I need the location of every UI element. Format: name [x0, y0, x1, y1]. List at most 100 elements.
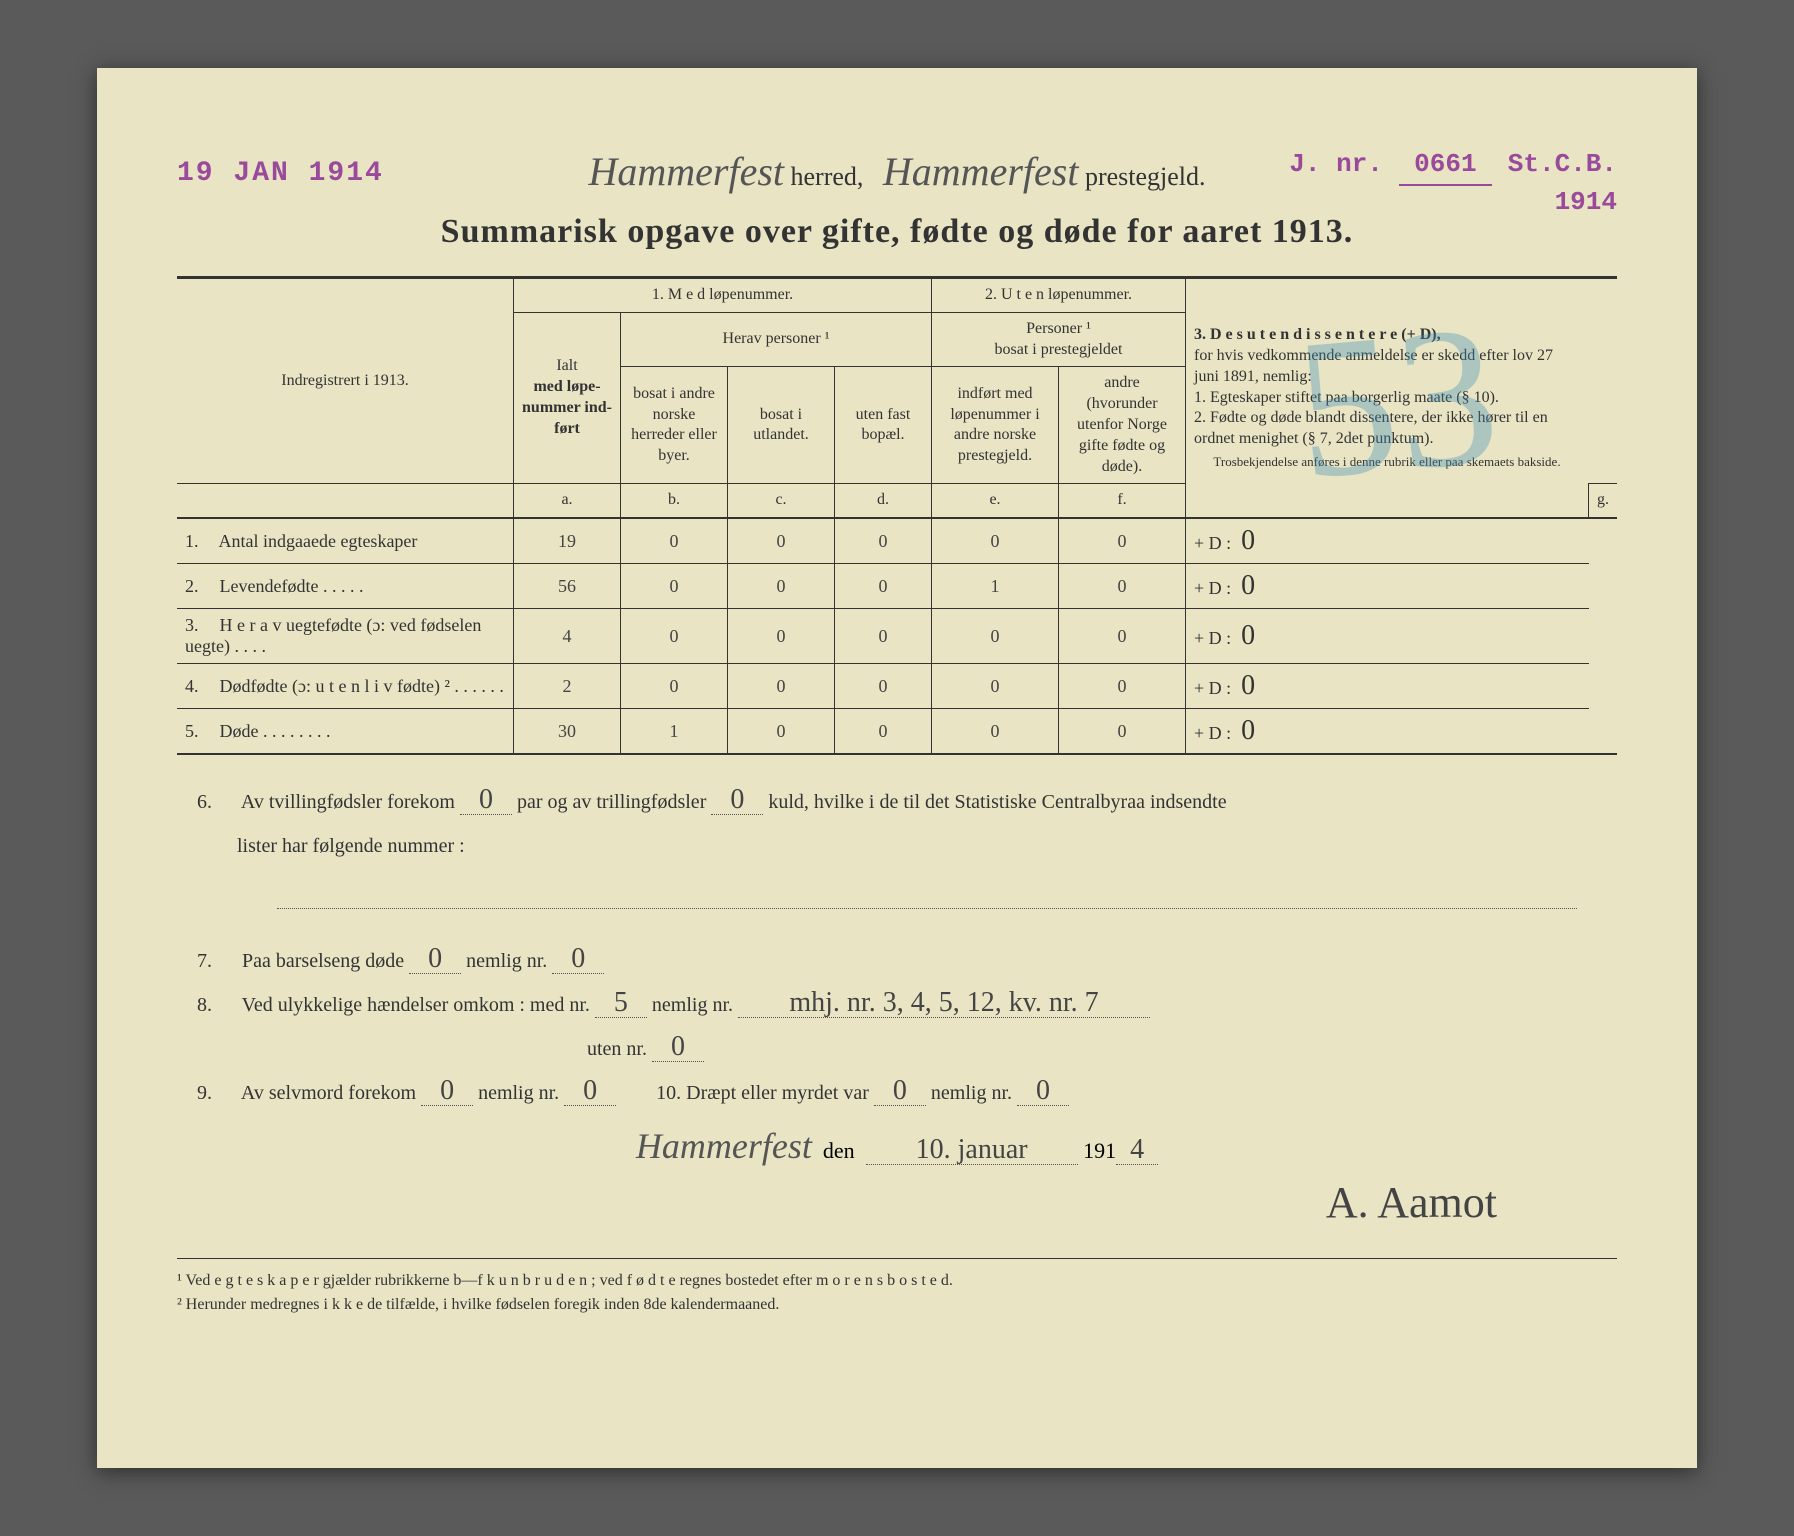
letter-e: e. [932, 484, 1059, 518]
sig-year-prefix: 191 [1083, 1138, 1116, 1163]
line-6: 6. Av tvillingfødsler forekom 0 par og a… [197, 780, 1597, 824]
jnr-prefix: J. nr. [1289, 149, 1383, 179]
col-c: bosat i utlandet. [728, 367, 835, 484]
row-label: 1. Antal indgaaede egteskaper [177, 518, 514, 564]
cell-a: 56 [514, 564, 621, 609]
cell-d: 0 [835, 664, 932, 709]
cell-g: + D :0 [1186, 609, 1589, 664]
section-6-10: 6. Av tvillingfødsler forekom 0 par og a… [177, 780, 1617, 1115]
letter-f: f. [1059, 484, 1186, 518]
col-indreg: Indregistrert i 1913. [177, 278, 514, 484]
line-7: 7. Paa barselseng døde 0 nemlig nr. 0 [197, 939, 1597, 983]
cell-c: 0 [728, 518, 835, 564]
col-f: andre (hvorunder utenfor Norge gifte fød… [1059, 367, 1186, 484]
footnotes: ¹ Ved e g t e s k a p e r gjælder rubrik… [177, 1258, 1617, 1317]
col-herav: Herav personer ¹ [621, 312, 932, 367]
l7b: nemlig nr. [466, 950, 547, 972]
col2-title: 2. U t e n løpenummer. [932, 278, 1186, 313]
table-row: 2. Levendefødte . . . . . 56 0 0 0 1 0 +… [177, 564, 1617, 609]
cell-d: 0 [835, 564, 932, 609]
line-6b: lister har følgende nummer : [197, 824, 1597, 868]
l6b: par og av trillingfødsler [517, 791, 706, 813]
cell-g: + D :0 [1186, 709, 1589, 755]
row-label: 2. Levendefødte . . . . . [177, 564, 514, 609]
l7v2: 0 [552, 945, 604, 974]
ialt-sub: med løpe-nummer ind-ført [522, 378, 612, 437]
sig-place: Hammerfest [636, 1126, 812, 1166]
table-row: 1. Antal indgaaede egteskaper 19 0 0 0 0… [177, 518, 1617, 564]
letter-c: c. [728, 484, 835, 518]
cell-a: 30 [514, 709, 621, 755]
footnote-1: ¹ Ved e g t e s k a p e r gjælder rubrik… [177, 1269, 1617, 1293]
signature-line: Hammerfest den 10. januar 1914 [177, 1125, 1617, 1167]
col1-title: 1. M e d løpenummer. [514, 278, 932, 313]
line-9-10: 9. Av selvmord forekom 0 nemlig nr. 0 10… [197, 1071, 1597, 1115]
l8a: Ved ulykkelige hændelser omkom : med nr. [242, 994, 590, 1016]
line-8b: uten nr. 0 [197, 1027, 1597, 1071]
col-e: indført med løpenummer i andre norske pr… [932, 367, 1059, 484]
cell-b: 0 [621, 609, 728, 664]
cell-f: 0 [1059, 564, 1186, 609]
cell-f: 0 [1059, 518, 1186, 564]
l10v1: 0 [874, 1077, 926, 1106]
cell-e: 0 [932, 518, 1059, 564]
l9v2: 0 [564, 1077, 616, 1106]
col3-header: 3. D e s u t e n d i s s e n t e r e (+ … [1186, 278, 1589, 519]
dotted-line [277, 888, 1577, 909]
letter-b: b. [621, 484, 728, 518]
col-g-text: for hvis vedkommende anmeldelse er skedd… [1194, 347, 1553, 447]
cell-e: 0 [932, 709, 1059, 755]
cell-e: 1 [932, 564, 1059, 609]
jnr-year: 1914 [1555, 187, 1617, 217]
cell-f: 0 [1059, 709, 1186, 755]
l10b: nemlig nr. [931, 1082, 1012, 1104]
l8b: nemlig nr. [652, 994, 733, 1016]
sig-date: 10. januar [866, 1136, 1078, 1165]
cell-c: 0 [728, 564, 835, 609]
cell-a: 2 [514, 664, 621, 709]
cell-f: 0 [1059, 664, 1186, 709]
l6a: Av tvillingfødsler forekom [241, 791, 455, 813]
cell-a: 19 [514, 518, 621, 564]
l9b: nemlig nr. [478, 1082, 559, 1104]
col-b: bosat i andre norske herreder eller byer… [621, 367, 728, 484]
document-page: 19 JAN 1914 J. nr. 0661 St.C.B. 1914 Ham… [97, 68, 1697, 1468]
col3-title: 3. D e s u t e n d i s s e n t e r e (+ … [1194, 326, 1441, 343]
l9a: Av selvmord forekom [241, 1082, 416, 1104]
sig-year-suffix: 4 [1116, 1136, 1158, 1165]
l9v1: 0 [421, 1077, 473, 1106]
date-stamp: 19 JAN 1914 [177, 158, 384, 189]
l8c: uten nr. [587, 1038, 647, 1060]
cell-c: 0 [728, 609, 835, 664]
cell-e: 0 [932, 609, 1059, 664]
cell-a: 4 [514, 609, 621, 664]
prestegjeld-name: Hammerfest [883, 149, 1079, 194]
cell-b: 1 [621, 709, 728, 755]
journal-number-stamp: J. nr. 0661 St.C.B. 1914 [1289, 148, 1617, 220]
l8v3: 0 [652, 1033, 704, 1062]
footnote-2: ² Herunder medregnes i k k e de tilfælde… [177, 1293, 1617, 1317]
cell-b: 0 [621, 564, 728, 609]
main-table: Indregistrert i 1913. 1. M e d løpenumme… [177, 276, 1617, 755]
signature-name: A. Aamot [177, 1177, 1497, 1228]
letter-a: a. [514, 484, 621, 518]
l6v2: 0 [711, 786, 763, 815]
l10a: 10. Dræpt eller myrdet var [656, 1082, 869, 1104]
l10v2: 0 [1017, 1077, 1069, 1106]
cell-g: + D :0 [1186, 518, 1589, 564]
l6c: kuld, hvilke i de til det Statistiske Ce… [768, 791, 1226, 813]
l8v1: 5 [595, 989, 647, 1018]
l8v2: mhj. nr. 3, 4, 5, 12, kv. nr. 7 [738, 989, 1150, 1018]
letter-g: g. [1589, 484, 1618, 518]
col-ialt: Ialt med løpe-nummer ind-ført [514, 312, 621, 484]
cell-f: 0 [1059, 609, 1186, 664]
col-g-small: Trosbekjendelse anføres i denne rubrik e… [1194, 454, 1580, 471]
l6v1: 0 [460, 786, 512, 815]
cell-d: 0 [835, 609, 932, 664]
sig-den: den [823, 1138, 855, 1163]
line-8: 8. Ved ulykkelige hændelser omkom : med … [197, 983, 1597, 1027]
table-row: 4. Dødfødte (ɔ: u t e n l i v fødte) ² .… [177, 664, 1617, 709]
row-label: 5. Døde . . . . . . . . [177, 709, 514, 755]
cell-d: 0 [835, 709, 932, 755]
cell-b: 0 [621, 664, 728, 709]
